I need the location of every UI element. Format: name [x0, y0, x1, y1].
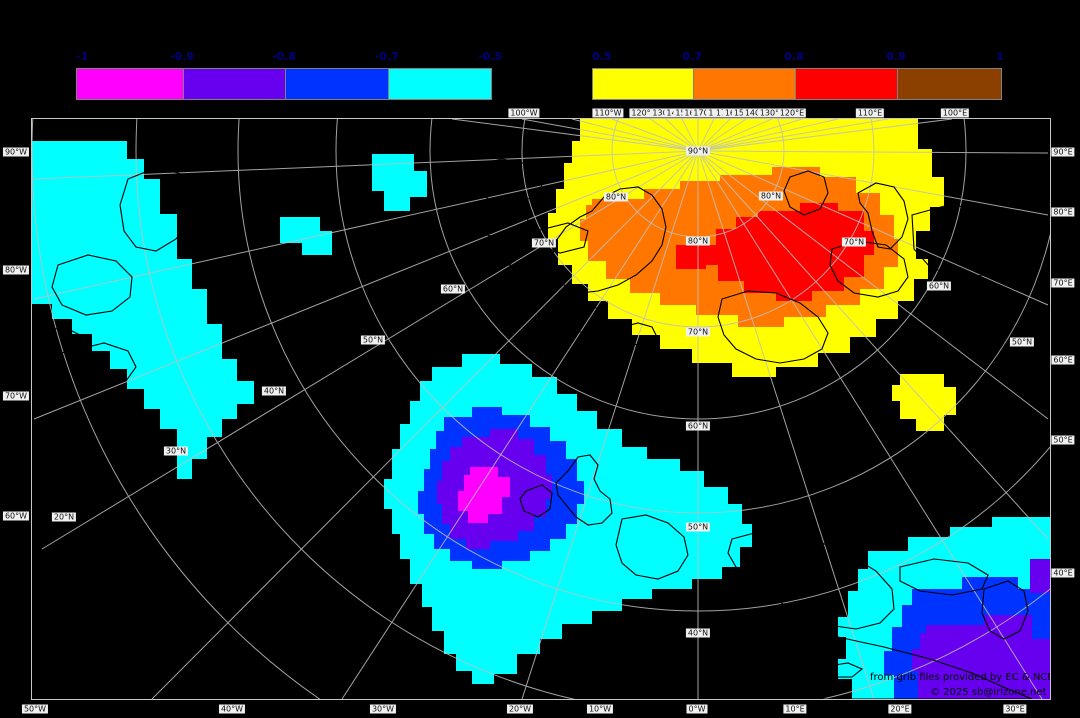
- negative-anomaly-colorbar-tick-4: -0.5: [477, 50, 503, 63]
- coastline-iceland: [615, 322, 657, 346]
- left-latitude-label-2: 70°W: [2, 391, 30, 401]
- coastline-crete: [820, 662, 864, 678]
- interior-latitude-label-4: 70°N: [531, 238, 557, 248]
- coastlines: [35, 126, 1033, 699]
- interior-latitude-label-7: 60°N: [440, 284, 466, 294]
- interior-latitude-label-9: 60°N: [685, 421, 711, 431]
- bottom-longitude-label-5: 0°W: [686, 704, 708, 714]
- bottom-longitude-label-0: 50°W: [21, 704, 49, 714]
- coastline-blacksea: [899, 558, 989, 596]
- right-latitude-label-0: 90°E: [1051, 147, 1075, 157]
- right-latitude-label-3: 60°E: [1051, 355, 1075, 365]
- left-latitude-label-0: 90°W: [2, 147, 30, 157]
- anomaly-yellow-asia-patch: [892, 374, 956, 431]
- interior-latitude-label-2: 80°N: [758, 191, 784, 201]
- right-latitude-label-4: 50°E: [1051, 435, 1075, 445]
- top-longitude-label-0: 100°W: [508, 108, 540, 118]
- anomaly-cyan-small-north: [372, 154, 427, 211]
- polar-stereographic-map[interactable]: 90°N 80°N 80°N 80°N 70°N 70°N 70°N 60°N 60°N 60°N…: [31, 118, 1051, 700]
- positive-anomaly-colorbar-tick-4: 1: [996, 50, 1004, 63]
- interior-latitude-label-11: 50°N: [1009, 337, 1035, 347]
- anomaly-cyan-small-north2: [280, 217, 332, 255]
- interior-latitude-label-8: 60°N: [926, 281, 952, 291]
- positive-anomaly-colorbar: [592, 68, 1002, 100]
- credit-copyright: © 2025 sb@irizone.net: [930, 687, 1047, 698]
- coastline-scandinavia: [717, 290, 829, 364]
- bottom-longitude-label-1: 40°W: [218, 704, 246, 714]
- bottom-longitude-label-3: 20°W: [506, 704, 534, 714]
- interior-latitude-label-15: 30°N: [163, 446, 189, 456]
- positive-anomaly-colorbar-swatch-2: [795, 69, 897, 99]
- bottom-longitude-label-2: 30°W: [369, 704, 397, 714]
- interior-latitude-label-10: 50°N: [360, 335, 386, 345]
- left-latitude-label-1: 80°W: [2, 265, 30, 275]
- negative-anomaly-colorbar-tick-1: -0.9: [169, 50, 195, 63]
- negative-anomaly-colorbar-tick-2: -0.8: [271, 50, 297, 63]
- positive-anomaly-colorbar-swatch-1: [693, 69, 795, 99]
- positive-anomaly-colorbar-swatch-0: [593, 69, 693, 99]
- coastline-med: [727, 530, 895, 630]
- coastline-siberia: [911, 204, 1017, 278]
- negative-anomaly-colorbar-swatch-2: [285, 69, 388, 99]
- bottom-longitude-label-8: 30°E: [1003, 704, 1027, 714]
- interior-latitude-label-14: 40°N: [685, 628, 711, 638]
- anomaly-magenta-core: [458, 467, 510, 523]
- bottom-longitude-label-7: 20°E: [888, 704, 912, 714]
- negative-anomaly-colorbar-swatch-0: [77, 69, 183, 99]
- coastline-europe-west: [615, 514, 689, 580]
- interior-latitude-label-16: 20°N: [51, 512, 77, 522]
- top-longitude-label-12: 140°E: [742, 108, 772, 118]
- positive-anomaly-colorbar-tick-0: 0.5: [592, 50, 612, 63]
- anomaly-violet-medeast-2: [1030, 559, 1050, 593]
- interior-latitude-label-12: 50°N: [685, 522, 711, 532]
- negative-anomaly-colorbar-swatch-3: [388, 69, 491, 99]
- interior-latitude-label-13: 40°N: [261, 386, 287, 396]
- coastline-med-south: [731, 632, 1033, 699]
- interior-latitude-label-0: 90°N: [685, 146, 711, 156]
- coastline-aegean: [775, 578, 807, 600]
- top-longitude-label-15: 110°E: [855, 108, 885, 118]
- top-longitude-label-1: 110°W: [592, 108, 624, 118]
- negative-anomaly-colorbar-tick-3: -0.7: [374, 50, 400, 63]
- coastline-ireland: [519, 484, 553, 518]
- interior-latitude-label-3: 80°N: [685, 236, 711, 246]
- coastline-canada-arctic: [463, 158, 545, 204]
- coastline-svalbard: [783, 170, 829, 216]
- interior-latitude-label-5: 70°N: [841, 237, 867, 247]
- interior-latitude-label-6: 70°N: [685, 327, 711, 337]
- anomaly-cyan-labrador: [32, 141, 254, 479]
- map-canvas: [32, 119, 1050, 699]
- positive-anomaly-colorbar-tick-3: 0.9: [886, 50, 906, 63]
- anomaly-red-arctic-west-tab: [676, 245, 706, 269]
- right-latitude-label-5: 40°E: [1051, 568, 1075, 578]
- negative-anomaly-colorbar-tick-0: -1: [76, 50, 89, 63]
- anomaly-violet-medeast: [912, 615, 1050, 699]
- top-longitude-label-13: 130°E: [757, 108, 787, 118]
- right-latitude-label-2: 70°E: [1051, 278, 1075, 288]
- negative-anomaly-colorbar: [76, 68, 492, 100]
- coastline-novaya-zemlya: [857, 182, 909, 250]
- top-longitude-label-2: 120°W: [629, 108, 661, 118]
- coastline-caspian: [981, 580, 1029, 640]
- coastline-britain: [555, 454, 613, 526]
- top-longitude-label-14: 120°E: [777, 108, 807, 118]
- bottom-longitude-label-6: 10°E: [783, 704, 807, 714]
- left-latitude-label-3: 60°W: [2, 511, 30, 521]
- positive-anomaly-colorbar-tick-1: 0.7: [682, 50, 702, 63]
- negative-anomaly-colorbar-swatch-1: [183, 69, 285, 99]
- right-latitude-label-1: 80°E: [1051, 207, 1075, 217]
- coastline-labrador: [119, 166, 197, 252]
- top-longitude-label-16: 100°E: [940, 108, 970, 118]
- positive-anomaly-colorbar-swatch-3: [897, 69, 1001, 99]
- credit-source: from grib files provided by EC & NCEP: [870, 672, 1051, 683]
- bottom-longitude-label-4: 10°W: [586, 704, 614, 714]
- interior-latitude-label-1: 80°N: [603, 192, 629, 202]
- positive-anomaly-colorbar-tick-2: 0.8: [784, 50, 804, 63]
